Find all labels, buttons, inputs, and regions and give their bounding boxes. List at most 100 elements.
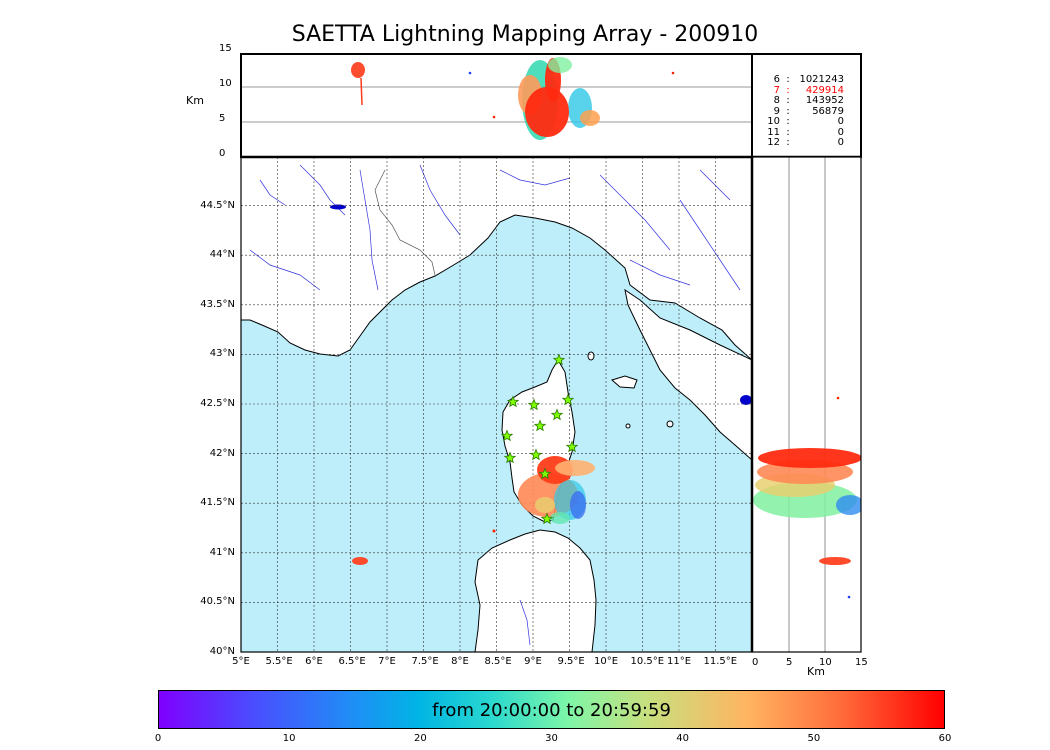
colorbar-tick: 10: [282, 733, 296, 744]
map-grid: [241, 157, 752, 652]
country-border: [374, 169, 436, 276]
longitude-tick: 6°E: [305, 656, 323, 667]
green-star-icon: [565, 440, 579, 453]
side-x-tick: 5: [786, 657, 793, 668]
side-x-tick: 0: [752, 657, 759, 668]
station-count-row: 6:1021243: [758, 74, 858, 86]
side-panel-axis-label: Km: [807, 665, 825, 678]
station-counts-table: 6:1021243 7:429914 8:143952 9:56879 10:0 11:0…: [758, 74, 858, 149]
separator: :: [786, 84, 790, 96]
station-count-row: 12: 0: [758, 137, 858, 149]
separator: :: [786, 105, 790, 117]
latitude-tick: 43°N: [209, 348, 235, 360]
latitude-tick: 41.5°N: [200, 497, 235, 509]
lake: [740, 395, 752, 405]
green-star-icon: [503, 451, 517, 464]
source-count: 56879: [812, 105, 844, 117]
map-area: [241, 157, 752, 652]
source-count: 1021243: [799, 74, 844, 85]
station-count-row: 10: 0: [758, 116, 858, 128]
top-y-tick: 0: [219, 148, 226, 159]
green-star-icon: [527, 398, 541, 411]
side-x-tick: 15: [855, 657, 868, 668]
top-y-tick: 10: [219, 78, 232, 89]
map-lightning-sources: [352, 456, 595, 565]
station-number: 8: [773, 95, 780, 106]
green-star-icon: [506, 395, 520, 408]
green-star-icon: [533, 419, 547, 432]
top-y-tick: 5: [219, 113, 226, 124]
station-number: 7: [773, 84, 780, 96]
station-number: 9: [773, 105, 780, 117]
separator: :: [786, 126, 790, 138]
colorbar-tick: 0: [154, 733, 162, 744]
time-colorbar: from 20:00:00 to 20:59:59: [158, 690, 945, 729]
latitude-tick: 43.5°N: [200, 298, 235, 310]
italy-coast-land: [624, 157, 752, 461]
longitude-tick: 9°E: [524, 656, 542, 667]
separator: :: [786, 95, 790, 106]
top-panel-area: [241, 54, 752, 157]
latitude-tick: 40°N: [209, 646, 235, 657]
separator: :: [786, 116, 790, 127]
figure-title: SAETTA Lightning Mapping Array - 200910: [291, 22, 759, 47]
longitude-tick: 8.5°E: [484, 656, 512, 667]
giglio-island: [666, 420, 674, 428]
green-star-icon: [561, 393, 575, 406]
side-x-tick: 10: [819, 657, 832, 668]
stations: [500, 353, 579, 525]
green-star-icon: [538, 467, 552, 480]
top-y-tick: 15: [219, 43, 232, 54]
station-count-row: 7: 429914: [758, 84, 858, 97]
longitude-tick: 10.5°E: [630, 656, 665, 667]
station-count-row: 8: 143952: [758, 95, 858, 107]
source-count: 0: [837, 116, 844, 127]
latitude-tick: 44.5°N: [200, 199, 235, 211]
latitude-tick: 41°N: [209, 546, 235, 558]
station-count-row: 9: 56879: [758, 105, 858, 118]
station-number: 12: [767, 137, 780, 148]
side-panel-area: [752, 157, 861, 652]
station-count-row: 11: 0: [758, 126, 858, 139]
colorbar-tick: 30: [545, 733, 558, 744]
source-count: 0: [837, 137, 844, 148]
green-star-icon: [529, 448, 543, 461]
latitude-tick: 44°N: [209, 249, 235, 261]
green-star-icon: [552, 353, 566, 366]
top-panel-axis-label: Km: [186, 94, 204, 107]
green-star-icon: [550, 408, 564, 421]
colorbar-label: from 20:00:00 to 20:59:59: [432, 700, 671, 721]
colorbar-tick: 50: [807, 733, 821, 744]
green-star-icon: [500, 429, 514, 442]
longitude-tick: 7.5°E: [411, 656, 439, 667]
separator: :: [786, 74, 790, 85]
longitude-tick: 10°E: [594, 656, 619, 667]
lake: [330, 204, 346, 210]
source-count: 429914: [805, 84, 844, 96]
green-star-icon: [540, 512, 554, 525]
latitude-tick: 42.5°N: [200, 398, 235, 409]
longitude-tick: 6.5°E: [338, 656, 366, 667]
elba-island: [610, 375, 638, 389]
latitude-tick: 42°N: [209, 447, 235, 459]
station-number: 6: [773, 74, 780, 85]
longitude-tick: 8°E: [451, 656, 469, 667]
colorbar-tick: 40: [676, 733, 690, 744]
capraia-island: [587, 351, 595, 361]
pianosa-island: [625, 423, 631, 429]
station-number: 10: [767, 116, 780, 127]
longitude-tick: 7°E: [378, 656, 396, 667]
longitude-tick: 5.5°E: [265, 656, 293, 667]
colorbar-tick: 20: [413, 733, 427, 744]
station-number: 11: [767, 126, 780, 138]
latitude-tick: 40.5°N: [200, 596, 235, 608]
separator: :: [786, 137, 790, 148]
colorbar-tick: 60: [938, 733, 952, 744]
longitude-tick: 9.5°E: [557, 656, 585, 667]
sardinia-land: [474, 529, 597, 652]
longitude-tick: 11.5°E: [703, 656, 738, 667]
longitude-tick: 5°E: [232, 656, 250, 667]
source-count: 143952: [805, 95, 844, 106]
longitude-tick: 11°E: [667, 656, 692, 667]
